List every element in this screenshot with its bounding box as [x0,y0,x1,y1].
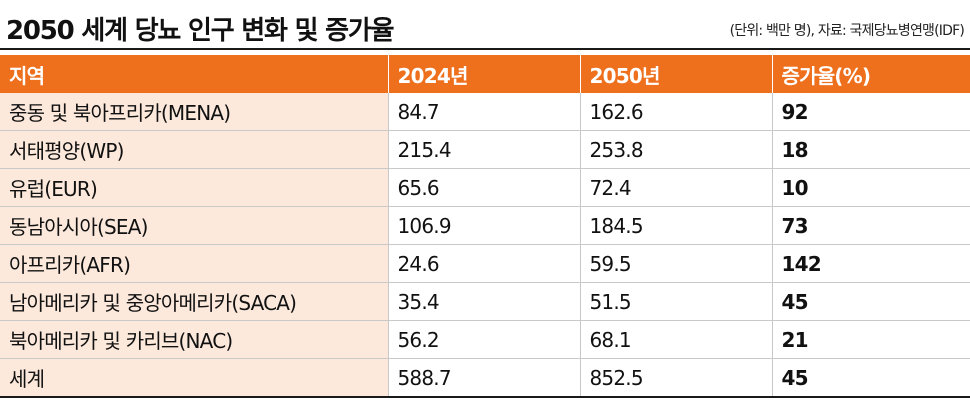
value-2050-cell: 72.4 [580,168,773,207]
region-cell: 북아메리카 및 카리브(NAC) [0,320,389,359]
table-row: 동남아시아(SEA) 106.9 184.5 73 [0,206,970,245]
table-row: 남아메리카 및 중앙아메리카(SACA) 35.4 51.5 45 [0,282,970,321]
value-2024-cell: 24.6 [388,244,581,283]
value-2050-cell: 184.5 [580,206,773,245]
growth-cell: 18 [772,130,970,169]
value-2024-cell: 106.9 [388,206,581,245]
table-row: 유럽(EUR) 65.6 72.4 10 [0,168,970,207]
value-2050-cell: 59.5 [580,244,773,283]
source-note: (단위: 백만 명), 자료: 국제당뇨병연맹(IDF) [729,23,965,39]
table-row: 중동 및 북아프리카(MENA) 84.7 162.6 92 [0,93,970,131]
value-2050-cell: 852.5 [580,358,773,398]
page-header: 2050 세계 당뇨 인구 변화 및 증가율 (단위: 백만 명), 자료: 국… [0,0,970,52]
growth-cell: 45 [772,358,970,398]
value-2050-cell: 51.5 [580,282,773,321]
growth-cell: 92 [772,93,970,131]
growth-cell: 21 [772,320,970,359]
value-2024-cell: 65.6 [388,168,581,207]
region-cell: 동남아시아(SEA) [0,206,389,245]
growth-cell: 45 [772,282,970,321]
region-cell: 아프리카(AFR) [0,244,389,283]
growth-cell: 10 [772,168,970,207]
region-cell: 중동 및 북아프리카(MENA) [0,93,389,131]
table-row: 서태평양(WP) 215.4 253.8 18 [0,130,970,169]
column-header-2024: 2024년 [388,55,581,93]
growth-cell: 73 [772,206,970,245]
region-cell: 세계 [0,358,389,398]
table-row-total: 세계 588.7 852.5 45 [0,358,970,398]
table-row: 아프리카(AFR) 24.6 59.5 142 [0,244,970,283]
top-rule [0,48,970,50]
value-2024-cell: 215.4 [388,130,581,169]
page-title: 2050 세계 당뇨 인구 변화 및 증가율 [6,16,395,46]
growth-cell: 142 [772,244,970,283]
value-2024-cell: 56.2 [388,320,581,359]
value-2024-cell: 35.4 [388,282,581,321]
value-2050-cell: 162.6 [580,93,773,131]
region-cell: 남아메리카 및 중앙아메리카(SACA) [0,282,389,321]
column-header-growth: 증가율(%) [772,55,970,93]
region-cell: 유럽(EUR) [0,168,389,207]
region-cell: 서태평양(WP) [0,130,389,169]
value-2050-cell: 68.1 [580,320,773,359]
column-header-region: 지역 [0,55,389,93]
data-table: 지역 2024년 2050년 증가율(%) 중동 및 북아프리카(MENA) 8… [0,55,970,398]
table-row: 북아메리카 및 카리브(NAC) 56.2 68.1 21 [0,320,970,359]
value-2024-cell: 84.7 [388,93,581,131]
header-row: 지역 2024년 2050년 증가율(%) [0,55,970,93]
value-2024-cell: 588.7 [388,358,581,398]
column-header-2050: 2050년 [580,55,773,93]
value-2050-cell: 253.8 [580,130,773,169]
